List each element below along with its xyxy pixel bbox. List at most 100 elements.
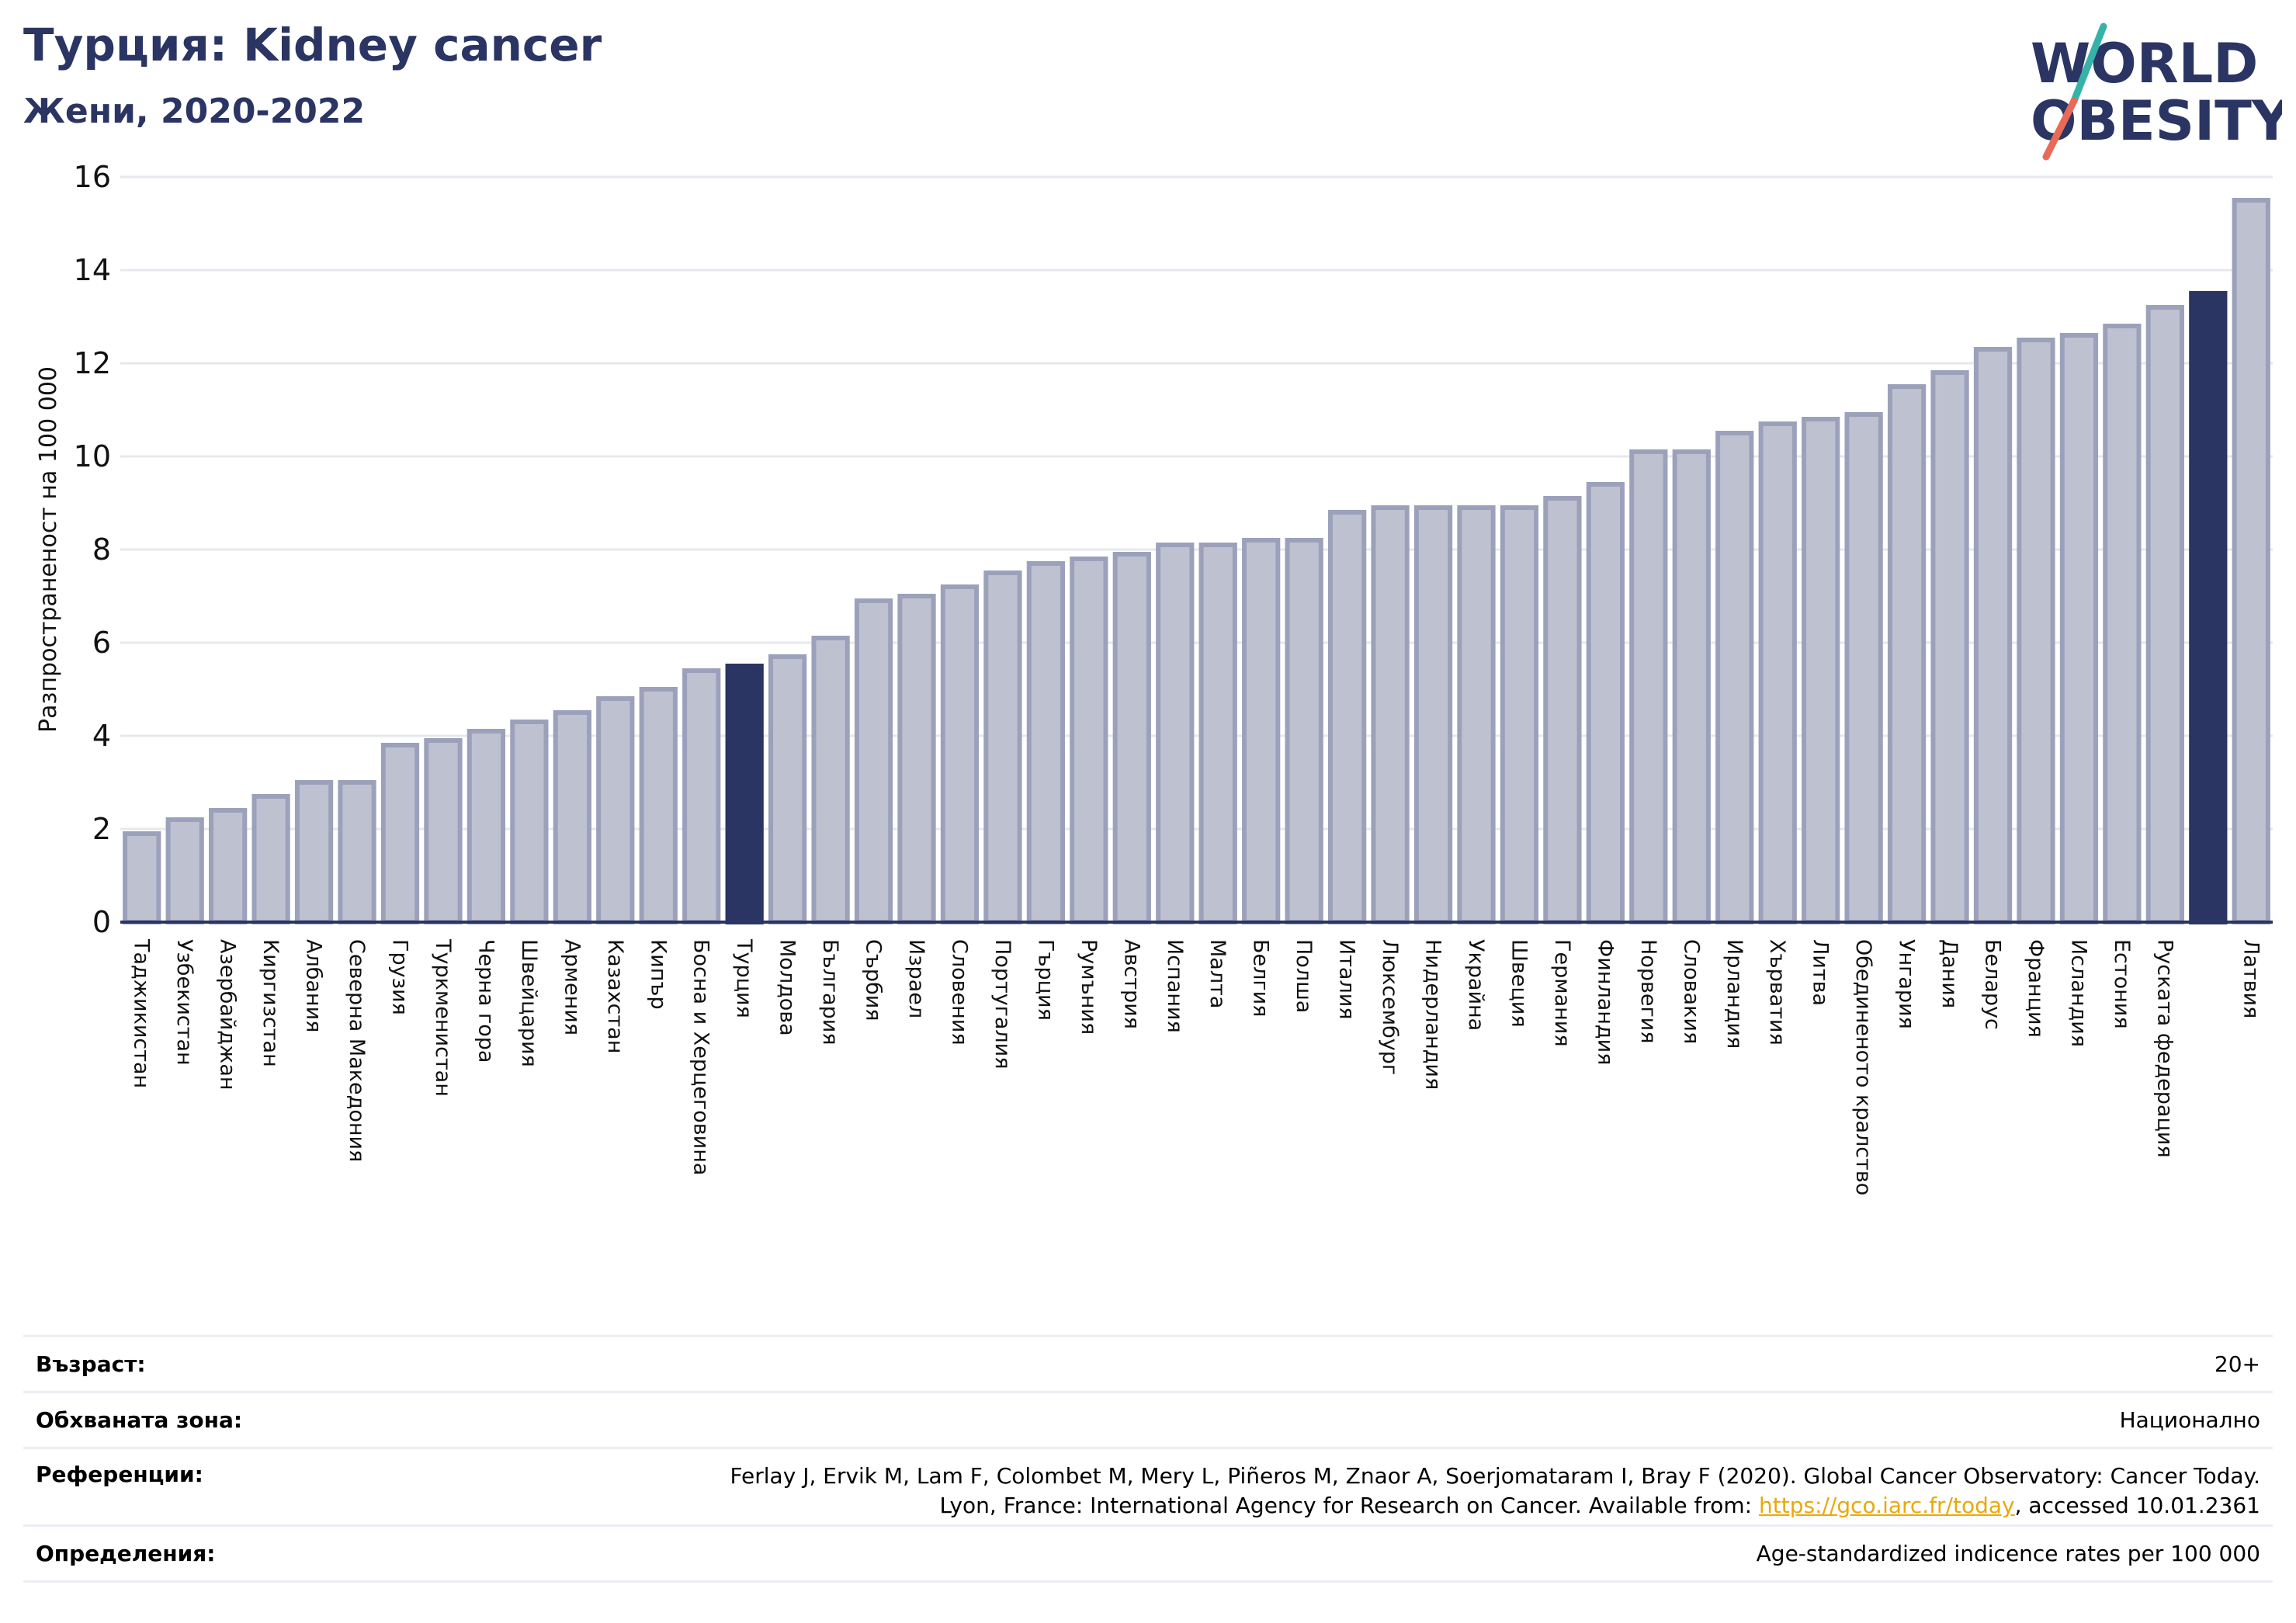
bar xyxy=(1715,431,1754,924)
bar xyxy=(1973,347,2013,924)
references-accessed: , accessed 10.01.2361 xyxy=(2014,1493,2260,1518)
x-tick-label: Черна гора xyxy=(473,939,498,1063)
x-tick-label: Украйна xyxy=(1464,939,1488,1031)
y-tick-label: 12 xyxy=(74,346,111,380)
bar xyxy=(2145,305,2184,924)
world-obesity-logo: WORLD OBESITY xyxy=(2031,23,2282,161)
bar xyxy=(768,654,807,924)
x-tick-label: Латвия xyxy=(2239,939,2263,1018)
x-tick-label: Турция xyxy=(732,938,756,1018)
x-tick-label: Унгария xyxy=(1895,939,1919,1029)
bar xyxy=(1285,538,1323,924)
bar xyxy=(466,729,506,924)
x-tick-label: България xyxy=(818,939,842,1046)
x-tick-label: Гърция xyxy=(1033,939,1057,1021)
bar xyxy=(380,743,420,924)
x-tick-label: Австрия xyxy=(1119,939,1143,1029)
x-tick-label: Армения xyxy=(560,939,584,1035)
x-tick-label: Дания xyxy=(1937,939,1961,1008)
bar xyxy=(294,780,334,924)
x-tick-label: Грузия xyxy=(387,939,411,1015)
info-row-references: Референции: Ferlay J, Ervik M, Lam F, Co… xyxy=(23,1449,2273,1527)
bar xyxy=(123,831,161,924)
x-tick-label: Норвегия xyxy=(1636,939,1660,1043)
y-tick-label: 14 xyxy=(74,253,111,287)
bar xyxy=(1586,482,1625,924)
x-tick-label: Белгия xyxy=(1249,939,1273,1017)
bar xyxy=(1500,505,1539,924)
y-tick-label: 0 xyxy=(92,905,111,939)
chart-title: Турция: Kidney cancer xyxy=(23,19,602,71)
logo-word-world: WORLD xyxy=(2031,32,2258,95)
x-tick-label: Киргизстан xyxy=(258,939,283,1067)
x-tick-label: Босна и Херцеговина xyxy=(689,939,713,1175)
bar xyxy=(596,696,635,924)
info-table: Възраст: 20+ Обхваната зона: Национално … xyxy=(23,1335,2273,1583)
x-tick-label: Швеция xyxy=(1507,939,1531,1028)
x-tick-label: Кипър xyxy=(646,939,670,1010)
x-tick-label: Полша xyxy=(1292,939,1316,1013)
area-value: Национално xyxy=(2119,1406,2260,1433)
age-value: 20+ xyxy=(2214,1351,2260,1377)
bar xyxy=(1844,412,1883,924)
bar xyxy=(1371,505,1410,924)
bar xyxy=(1413,505,1453,924)
x-tick-label: Испания xyxy=(1163,939,1187,1033)
bar xyxy=(209,808,248,924)
references-label: Референции: xyxy=(36,1462,203,1487)
y-tick-label: 16 xyxy=(74,160,111,194)
x-tick-label: Азербайджан xyxy=(216,939,240,1091)
x-tick-label: Казахстан xyxy=(603,939,627,1053)
bar xyxy=(2103,324,2142,924)
bar xyxy=(165,817,204,924)
bar xyxy=(251,794,290,924)
gco-link[interactable]: https://gco.iarc.fr/today xyxy=(1759,1493,2015,1518)
chart-subtitle: Жени, 2020-2022 xyxy=(23,92,366,131)
bar xyxy=(1112,552,1151,924)
x-tick-label: Италия xyxy=(1335,939,1359,1020)
bar xyxy=(2059,333,2099,924)
x-tick-label: Малта xyxy=(1205,939,1230,1008)
x-tick-label: Португалия xyxy=(990,939,1014,1069)
logo-slash-top xyxy=(2070,23,2107,105)
x-tick-label: Обединеното кралство xyxy=(1851,939,1875,1195)
bar xyxy=(2232,198,2270,924)
references-line-1: Ferlay J, Ervik M, Lam F, Colombet M, Me… xyxy=(730,1463,2260,1489)
x-tick-label: Северна Македония xyxy=(345,939,369,1162)
x-tick-label: Румъния xyxy=(1077,939,1101,1035)
x-tick-label: Германия xyxy=(1550,939,1574,1047)
x-tick-label: Естония xyxy=(2110,939,2134,1029)
x-tick-label: Исландия xyxy=(2066,939,2090,1047)
y-tick-label: 2 xyxy=(92,812,111,846)
bar xyxy=(940,584,980,924)
bar xyxy=(1758,421,1797,924)
logo-slash-bottom xyxy=(2042,97,2078,161)
bar xyxy=(2017,338,2055,924)
bar xyxy=(2189,291,2228,924)
bar xyxy=(1026,561,1066,924)
definitions-label: Определения: xyxy=(36,1541,216,1566)
bar xyxy=(1887,384,1927,924)
info-row-definitions: Определения: Age-standardized indicence … xyxy=(23,1527,2273,1583)
x-tick-label: Узбекистан xyxy=(172,939,196,1066)
info-row-area: Обхваната зона: Национално xyxy=(23,1393,2273,1449)
x-tick-label: Молдова xyxy=(775,939,799,1036)
area-label: Обхваната зона: xyxy=(36,1407,243,1433)
bar xyxy=(854,598,893,924)
bar xyxy=(1930,370,1969,924)
definitions-value: Age-standardized indicence rates per 100… xyxy=(1756,1540,2260,1566)
bar xyxy=(1156,543,1195,924)
references-line-2: Lyon, France: International Agency for R… xyxy=(730,1491,2260,1521)
bar xyxy=(1543,496,1582,924)
x-tick-label: Сърбия xyxy=(862,939,886,1021)
bar xyxy=(639,687,678,924)
bar xyxy=(725,664,764,924)
references-value: Ferlay J, Ervik M, Lam F, Colombet M, Me… xyxy=(730,1462,2260,1521)
bar xyxy=(1242,538,1281,924)
x-tick-label: Словакия xyxy=(1679,939,1703,1044)
y-tick-label: 8 xyxy=(92,532,111,567)
x-tick-label: Финландия xyxy=(1593,939,1617,1065)
bar xyxy=(338,780,376,924)
bar xyxy=(897,594,936,924)
bar xyxy=(1327,510,1367,924)
